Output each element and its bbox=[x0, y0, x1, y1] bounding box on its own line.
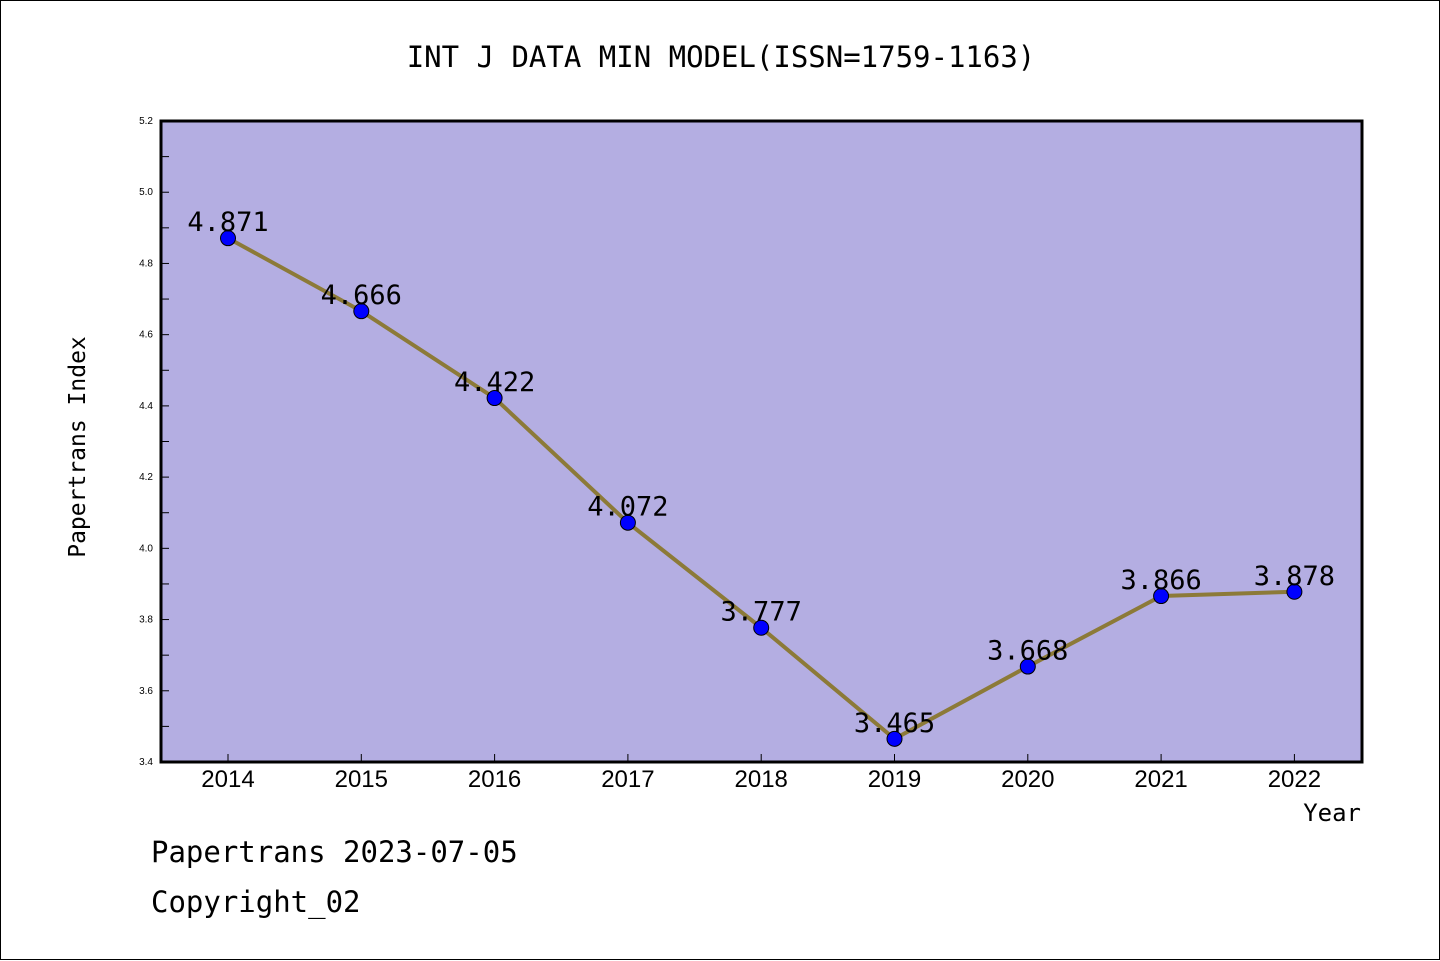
y-tick-label: 5.0 bbox=[139, 187, 153, 198]
data-label: 3.878 bbox=[1254, 561, 1335, 592]
axis-ticks bbox=[161, 120, 1295, 763]
y-tick-label: 3.8 bbox=[139, 615, 153, 626]
x-tick-label: 2017 bbox=[601, 766, 654, 793]
data-label: 4.422 bbox=[454, 367, 535, 398]
x-tick-label: 2020 bbox=[1001, 766, 1054, 793]
data-label: 3.866 bbox=[1120, 565, 1201, 596]
data-labels: 4.871 4.666 4.422 4.072 3.777 3.465 3.668 3.866… bbox=[187, 207, 1335, 739]
footer-copyright-label: Copyright_02 bbox=[151, 885, 361, 919]
y-tick-label: 4.0 bbox=[139, 543, 153, 554]
x-tick-label: 2016 bbox=[468, 766, 521, 793]
data-label: 3.668 bbox=[987, 636, 1068, 667]
x-tick-label: 2019 bbox=[868, 766, 921, 793]
chart-title: INT J DATA MIN MODEL(ISSN=1759-1163) bbox=[407, 40, 1036, 74]
data-point bbox=[220, 230, 236, 247]
footer-date-label: Papertrans 2023-07-05 bbox=[151, 835, 518, 869]
y-tick-label: 3.4 bbox=[139, 757, 153, 768]
y-tick-label: 4.2 bbox=[139, 472, 153, 483]
data-point bbox=[1286, 583, 1303, 600]
data-point bbox=[486, 390, 503, 407]
data-label: 3.777 bbox=[721, 597, 802, 628]
data-point bbox=[886, 730, 903, 747]
y-axis-label: Papertrans Index bbox=[65, 336, 91, 558]
data-label: 4.666 bbox=[321, 280, 402, 311]
y-tick-label: 4.4 bbox=[139, 401, 153, 412]
y-tick-label: 5.2 bbox=[139, 116, 153, 127]
x-tick-label: 2018 bbox=[735, 766, 788, 793]
data-point bbox=[1153, 588, 1170, 605]
plot-area bbox=[159, 119, 1364, 764]
x-tick-label: 2022 bbox=[1268, 766, 1321, 793]
data-point bbox=[1019, 658, 1036, 675]
data-markers bbox=[220, 230, 1303, 747]
x-tick-label: 2021 bbox=[1134, 766, 1187, 793]
x-axis-label: Year bbox=[1303, 799, 1361, 827]
x-tick-labels: 2014 2015 2016 2017 2018 2019 2020 2021 2022 bbox=[201, 766, 1321, 793]
data-label: 4.072 bbox=[587, 492, 668, 523]
y-tick-label: 4.8 bbox=[139, 258, 153, 269]
data-point bbox=[753, 619, 770, 636]
data-point bbox=[619, 514, 636, 531]
data-label: 4.871 bbox=[187, 207, 268, 238]
y-tick-label: 4.6 bbox=[139, 330, 153, 341]
y-tick-label: 3.6 bbox=[139, 686, 153, 697]
data-point bbox=[353, 303, 370, 320]
y-tick-labels: 3.4 3.6 3.8 4.0 4.2 4.4 4.6 4.8 5.0 5.2 bbox=[139, 116, 153, 768]
x-tick-label: 2014 bbox=[201, 766, 254, 793]
x-tick-label: 2015 bbox=[335, 766, 388, 793]
data-label: 3.465 bbox=[854, 708, 935, 739]
